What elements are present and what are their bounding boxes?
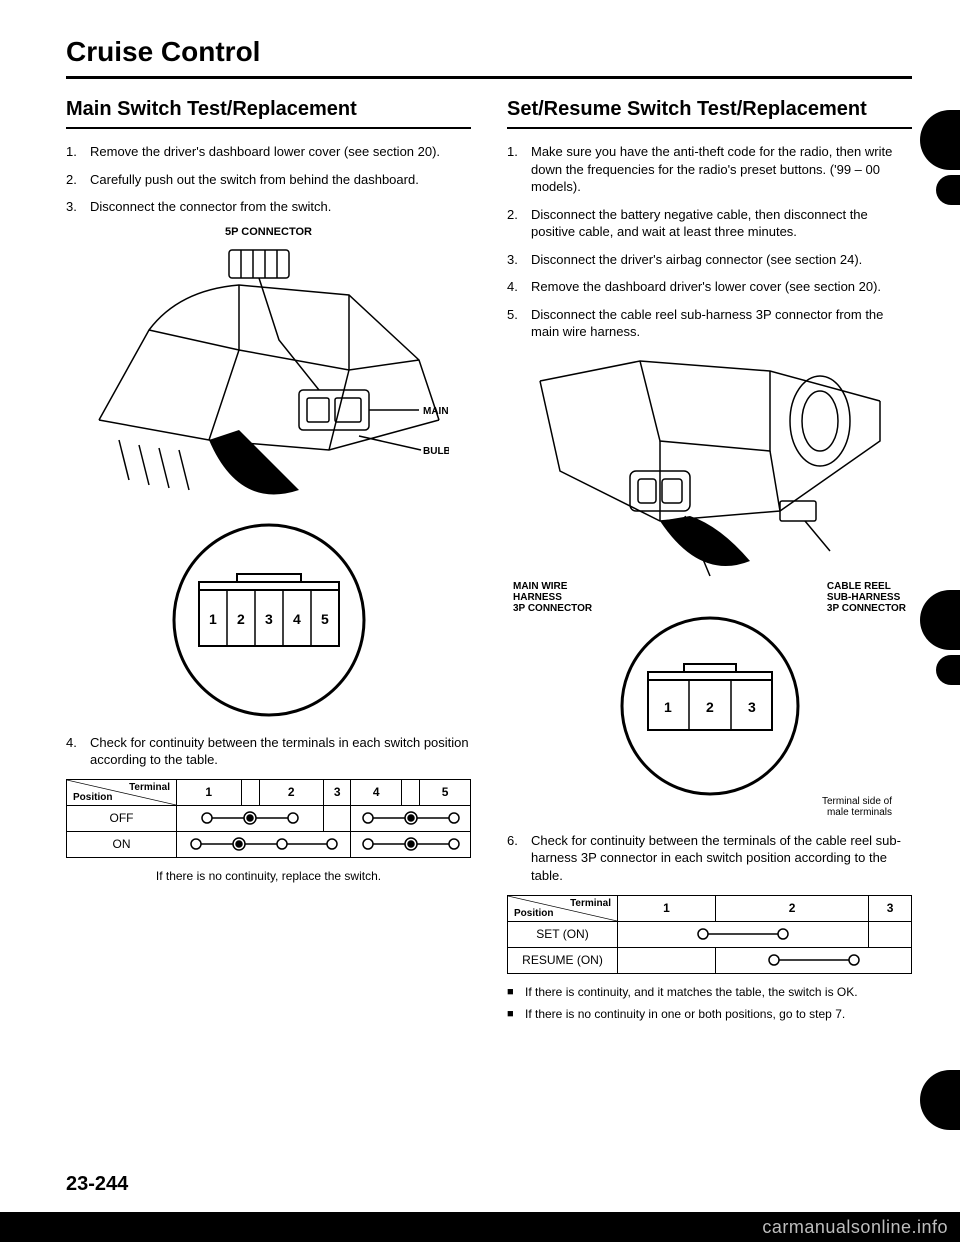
callout-main-switch: MAIN SWITCH	[423, 406, 449, 417]
bullet-2: If there is no continuity in one or both…	[507, 1006, 912, 1022]
right-bullets: If there is continuity, and it matches t…	[507, 984, 912, 1022]
row-on-label: ON	[67, 831, 177, 857]
right-step-1: Make sure you have the anti-theft code f…	[507, 143, 912, 196]
row-on: ON	[67, 831, 471, 857]
pin-5: 5	[321, 611, 329, 627]
pin3-2: 2	[706, 699, 714, 715]
bullet-1: If there is continuity, and it matches t…	[507, 984, 912, 1000]
rcol-1: 1	[618, 895, 716, 921]
left-step-4-list: Check for continuity between the termina…	[66, 734, 471, 769]
callout-harness-l: HARNESS	[513, 592, 562, 603]
left-column: Main Switch Test/Replacement Remove the …	[66, 97, 477, 1028]
rcol-3: 3	[869, 895, 912, 921]
connector-label: 5P CONNECTOR	[66, 226, 471, 238]
col-gap-b	[402, 779, 420, 805]
right-step-3: Disconnect the driver's airbag connector…	[507, 251, 912, 269]
title-rule	[66, 76, 912, 79]
page-title: Cruise Control	[66, 36, 912, 68]
right-figure: MAIN WIRE HARNESS 3P CONNECTOR CABLE REE…	[507, 351, 912, 818]
resume-empty	[618, 947, 716, 973]
left-heading: Main Switch Test/Replacement	[66, 97, 471, 129]
pin3-1: 1	[664, 699, 672, 715]
dashboard-illustration: MAIN SWITCH BULBS (0.84 W)	[89, 240, 449, 520]
callout-3p-l: 3P CONNECTOR	[513, 603, 592, 614]
row-off: OFF	[67, 805, 471, 831]
rcol-2: 2	[716, 895, 869, 921]
on-group-a	[177, 831, 351, 857]
row-set: SET (ON)	[508, 921, 912, 947]
right-column: Set/Resume Switch Test/Replacement Make …	[501, 97, 912, 1028]
callout-cable-reel: CABLE REEL	[827, 581, 891, 592]
callout-sub-harness: SUB-HARNESS	[827, 592, 900, 603]
connector-detail-circle: 1 2 3 4 5	[159, 520, 379, 720]
two-column-layout: Main Switch Test/Replacement Remove the …	[66, 97, 912, 1028]
pin3-3: 3	[748, 699, 756, 715]
page-container: Cruise Control Main Switch Test/Replacem…	[0, 0, 960, 1242]
callout-right-block: CABLE REEL SUB-HARNESS 3P CONNECTOR	[827, 581, 906, 614]
diag-bot-left: Position	[73, 792, 112, 803]
pin-4: 4	[293, 611, 301, 627]
watermark: carmanualsonline.info	[762, 1217, 948, 1238]
col-gap-a	[241, 779, 259, 805]
set-group	[618, 921, 869, 947]
bottom-bar: carmanualsonline.info	[0, 1212, 960, 1242]
left-continuity-table: Terminal Position 1 2 3 4 5 OFF	[66, 779, 471, 858]
diag-top-right: Terminal	[570, 898, 611, 909]
pin-2: 2	[237, 611, 245, 627]
col-1: 1	[177, 779, 242, 805]
pin-1: 1	[209, 611, 217, 627]
left-steps-1-3: Remove the driver's dashboard lower cove…	[66, 143, 471, 216]
right-step-5: Disconnect the cable reel sub-harness 3P…	[507, 306, 912, 341]
terminal-note-2: male terminals	[827, 807, 892, 818]
off-group-b	[351, 805, 471, 831]
left-step-2: Carefully push out the switch from behin…	[66, 171, 471, 189]
diag-top-left: Terminal	[129, 782, 170, 793]
col-2: 2	[259, 779, 324, 805]
right-step-6-list: Check for continuity between the termina…	[507, 832, 912, 885]
right-step-4: Remove the dashboard driver's lower cove…	[507, 278, 912, 296]
diag-header-right: Terminal Position	[508, 895, 618, 921]
set-empty	[869, 921, 912, 947]
pin-3: 3	[265, 611, 273, 627]
right-continuity-table: Terminal Position 1 2 3 SET (ON) RESUME …	[507, 895, 912, 974]
page-number: 23-244	[66, 1173, 128, 1196]
callout-main-wire: MAIN WIRE	[513, 581, 567, 592]
terminal-note-1: Terminal side of	[822, 796, 892, 807]
connector-3p-circle: 1 2 3	[610, 614, 810, 804]
terminal-note: Terminal side of male terminals	[507, 796, 912, 818]
on-group-b	[351, 831, 471, 857]
off-mid	[324, 805, 351, 831]
col-3: 3	[324, 779, 351, 805]
callout-3p-r: 3P CONNECTOR	[827, 603, 906, 614]
row-resume: RESUME (ON)	[508, 947, 912, 973]
row-resume-label: RESUME (ON)	[508, 947, 618, 973]
right-step-6: Check for continuity between the termina…	[507, 832, 912, 885]
left-figure: 5P CONNECTOR	[66, 226, 471, 720]
col-4: 4	[351, 779, 402, 805]
right-heading: Set/Resume Switch Test/Replacement	[507, 97, 912, 129]
diag-bot-right: Position	[514, 908, 553, 919]
diag-header-left: Terminal Position	[67, 779, 177, 805]
row-set-label: SET (ON)	[508, 921, 618, 947]
callout-left-block: MAIN WIRE HARNESS 3P CONNECTOR	[513, 581, 592, 614]
off-group-a	[177, 805, 324, 831]
left-step-4: Check for continuity between the termina…	[66, 734, 471, 769]
right-step-2: Disconnect the battery negative cable, t…	[507, 206, 912, 241]
steering-column-illustration	[520, 351, 900, 581]
col-5: 5	[420, 779, 471, 805]
left-step-3: Disconnect the connector from the switch…	[66, 198, 471, 216]
left-footnote: If there is no continuity, replace the s…	[66, 868, 471, 884]
row-off-label: OFF	[67, 805, 177, 831]
right-steps-1-5: Make sure you have the anti-theft code f…	[507, 143, 912, 341]
resume-group	[716, 947, 912, 973]
left-step-1: Remove the driver's dashboard lower cove…	[66, 143, 471, 161]
callout-bulbs: BULBS (0.84 W)	[423, 446, 449, 457]
